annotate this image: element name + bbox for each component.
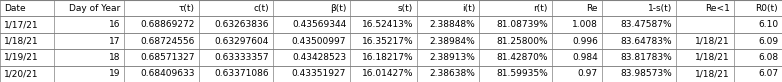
- Text: 1/18/21: 1/18/21: [695, 36, 730, 46]
- Text: 1.008: 1.008: [572, 20, 598, 29]
- Text: 2.38848%: 2.38848%: [429, 20, 475, 29]
- Text: 6.09: 6.09: [758, 36, 778, 46]
- Text: 16.01427%: 16.01427%: [361, 69, 413, 78]
- Text: 16.18217%: 16.18217%: [361, 53, 413, 62]
- Bar: [0, 49, 782, 66]
- Text: 0.43428523: 0.43428523: [292, 53, 346, 62]
- Text: 81.08739%: 81.08739%: [496, 20, 547, 29]
- Text: i(t): i(t): [462, 4, 475, 13]
- Text: Day of Year: Day of Year: [70, 4, 120, 13]
- Text: 1/18/21: 1/18/21: [695, 69, 730, 78]
- Text: 6.07: 6.07: [758, 69, 778, 78]
- Text: 0.68571327: 0.68571327: [140, 53, 195, 62]
- Text: 0.43569344: 0.43569344: [292, 20, 346, 29]
- Text: 1-s(t): 1-s(t): [648, 4, 673, 13]
- Text: 2.38984%: 2.38984%: [429, 36, 475, 46]
- Text: 83.98573%: 83.98573%: [620, 69, 673, 78]
- Text: Re: Re: [586, 4, 598, 13]
- Text: 1/18/21: 1/18/21: [695, 53, 730, 62]
- Text: 0.68409633: 0.68409633: [140, 69, 195, 78]
- Text: s(t): s(t): [398, 4, 413, 13]
- Text: 81.25800%: 81.25800%: [496, 36, 547, 46]
- Text: 6.10: 6.10: [758, 20, 778, 29]
- Text: 0.43351927: 0.43351927: [292, 69, 346, 78]
- Text: 16: 16: [109, 20, 120, 29]
- Text: 17: 17: [109, 36, 120, 46]
- Text: τ(t): τ(t): [179, 4, 195, 13]
- Text: c(t): c(t): [253, 4, 269, 13]
- Text: 0.996: 0.996: [572, 36, 598, 46]
- Text: 0.68724556: 0.68724556: [141, 36, 195, 46]
- Bar: [0, 33, 782, 49]
- Text: 16.35217%: 16.35217%: [361, 36, 413, 46]
- Text: β(t): β(t): [330, 4, 346, 13]
- Text: 0.63297604: 0.63297604: [215, 36, 269, 46]
- Text: 83.81783%: 83.81783%: [620, 53, 673, 62]
- Text: 1/17/21: 1/17/21: [4, 20, 38, 29]
- Bar: [0, 66, 782, 82]
- Text: 0.43500997: 0.43500997: [292, 36, 346, 46]
- Text: 0.63263836: 0.63263836: [214, 20, 269, 29]
- Text: 18: 18: [109, 53, 120, 62]
- Text: 0.63371086: 0.63371086: [214, 69, 269, 78]
- Text: 0.984: 0.984: [572, 53, 598, 62]
- Text: Date: Date: [4, 4, 26, 13]
- Text: 1/18/21: 1/18/21: [4, 36, 38, 46]
- Text: 19: 19: [109, 69, 120, 78]
- Bar: [0, 16, 782, 33]
- Text: 2.38913%: 2.38913%: [429, 53, 475, 62]
- Text: 16.52413%: 16.52413%: [361, 20, 413, 29]
- Text: 83.47587%: 83.47587%: [621, 20, 673, 29]
- Text: Re<1: Re<1: [705, 4, 730, 13]
- Text: 1/19/21: 1/19/21: [4, 53, 38, 62]
- Text: R0(t): R0(t): [755, 4, 778, 13]
- Text: 0.68869272: 0.68869272: [141, 20, 195, 29]
- Text: 83.64783%: 83.64783%: [621, 36, 673, 46]
- Text: 1/20/21: 1/20/21: [4, 69, 38, 78]
- Text: 2.38638%: 2.38638%: [429, 69, 475, 78]
- Text: r(t): r(t): [533, 4, 547, 13]
- Bar: [0, 0, 782, 16]
- Text: 81.59935%: 81.59935%: [496, 69, 547, 78]
- Text: 0.63333357: 0.63333357: [214, 53, 269, 62]
- Text: 0.97: 0.97: [578, 69, 598, 78]
- Text: 81.42870%: 81.42870%: [497, 53, 547, 62]
- Text: 6.08: 6.08: [758, 53, 778, 62]
